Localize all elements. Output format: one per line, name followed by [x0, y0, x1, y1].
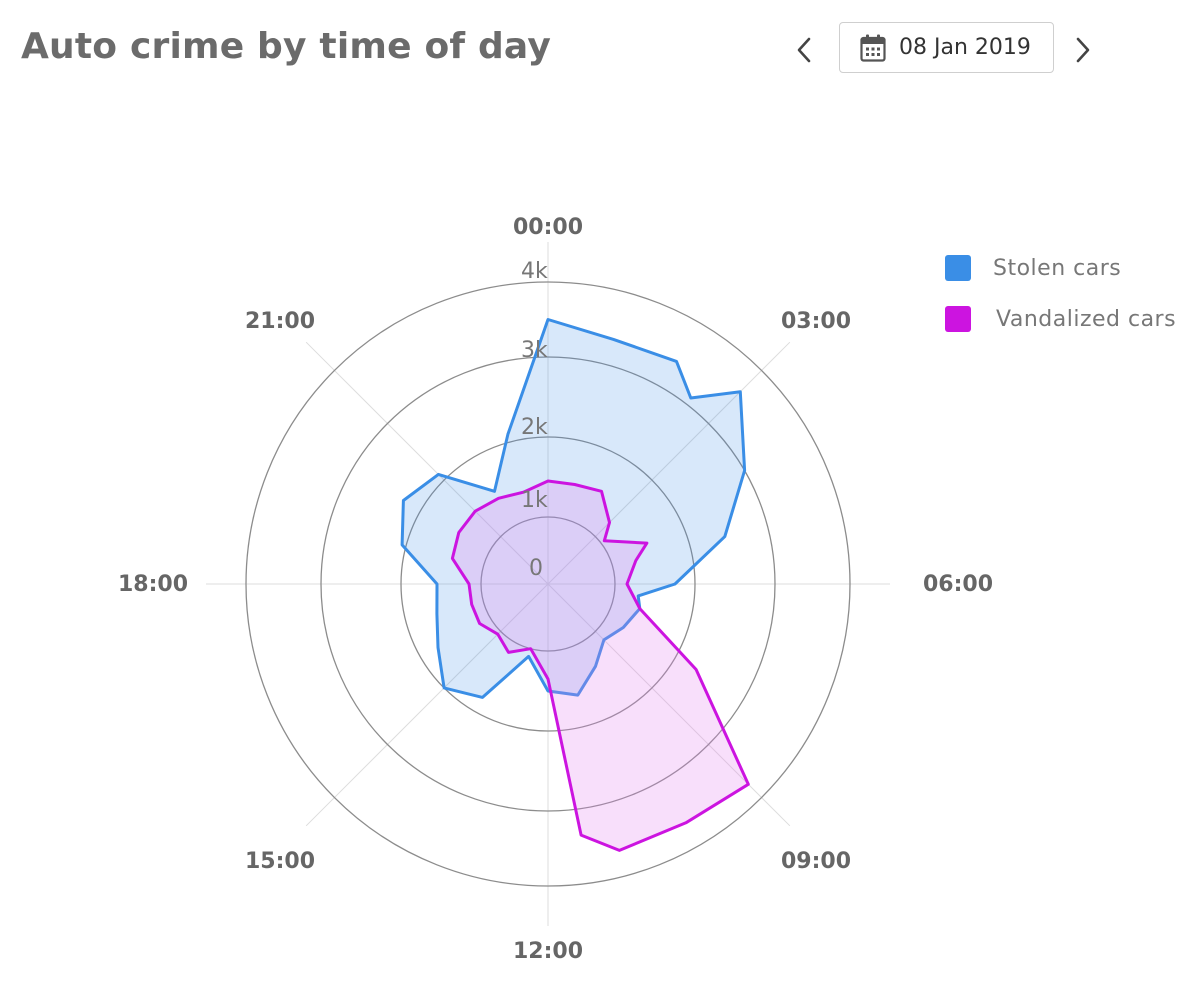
legend-label-vandalized-cars: Vandalized cars: [996, 306, 1177, 332]
next-date-button[interactable]: [1068, 31, 1098, 69]
grid-ring-2: [400, 436, 696, 732]
angle-label: 00:00: [513, 215, 583, 240]
previous-date-button[interactable]: [789, 31, 819, 69]
legend-item-stolen-cars[interactable]: Stolen cars: [945, 255, 1121, 281]
page-title: Auto crime by time of day: [21, 26, 551, 67]
legend-swatch-vandalized-cars: [945, 306, 971, 332]
angle-label: 09:00: [781, 849, 851, 874]
angle-label: 03:00: [781, 309, 851, 334]
series-area-stolen-cars: [400, 318, 747, 699]
grid-spoke: [547, 583, 791, 827]
angle-label: 06:00: [923, 572, 993, 597]
grid-spoke: [305, 583, 549, 827]
radial-tick-label: 0: [529, 556, 543, 581]
chevron-right-icon: [1076, 37, 1090, 63]
radial-tick-label: 3k: [521, 338, 548, 363]
chevron-left-icon: [797, 37, 811, 63]
calendar-icon: [860, 34, 886, 62]
radial-tick-label: 2k: [521, 415, 548, 440]
angle-label: 18:00: [118, 572, 188, 597]
radial-tick-label: 1k: [521, 488, 548, 513]
angle-label: 15:00: [245, 849, 315, 874]
grid-spoke: [305, 341, 549, 585]
angle-label: 12:00: [513, 939, 583, 964]
legend-label-stolen-cars: Stolen cars: [993, 255, 1122, 281]
date-picker[interactable]: 08 Jan 2019: [839, 22, 1054, 73]
date-value: 08 Jan 2019: [899, 35, 1031, 60]
grid-spoke: [547, 341, 791, 585]
radial-tick-label: 4k: [521, 259, 548, 284]
legend-item-vandalized-cars[interactable]: Vandalized cars: [945, 306, 1176, 332]
grid-ring-4: [245, 281, 851, 887]
grid-ring-1: [480, 516, 616, 652]
series-area-vandalized-cars: [450, 479, 750, 852]
grid-ring-3: [320, 356, 776, 812]
legend-swatch-stolen-cars: [945, 255, 971, 281]
angle-label: 21:00: [245, 309, 315, 334]
